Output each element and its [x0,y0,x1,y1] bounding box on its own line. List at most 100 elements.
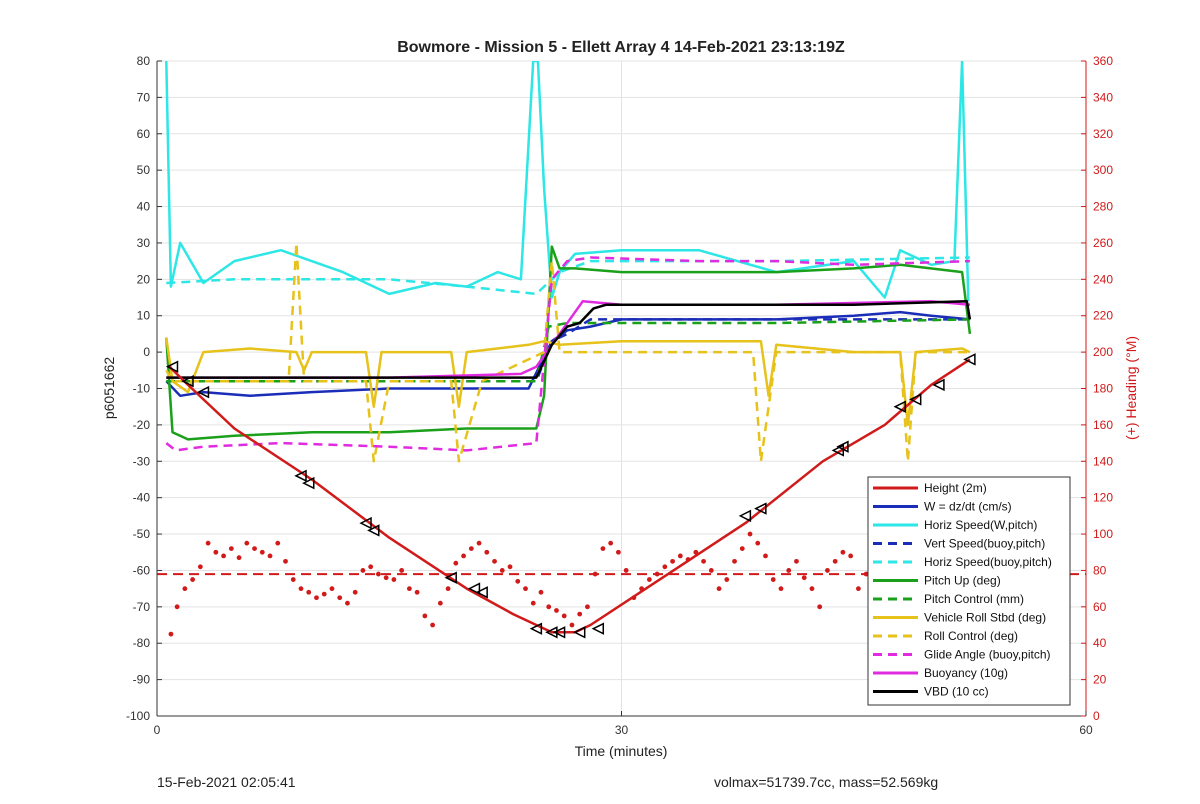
heading-point [809,586,815,592]
axes: -100-90-80-70-60-50-40-30-20-10010203040… [126,54,1113,737]
heading-point [360,568,366,573]
heading-point [213,549,219,555]
y2-tick-label: 120 [1093,491,1113,505]
heading-point [352,589,358,595]
heading-point [329,586,335,592]
heading-point [577,611,583,617]
y-tick-label: 0 [143,345,150,359]
heading-point [484,549,490,555]
heading-point [197,564,203,570]
heading-point [252,546,257,552]
x-tick-label: 0 [154,723,161,737]
y2-tick-label: 240 [1093,272,1113,286]
heading-point [383,575,389,581]
dive-marker [302,476,315,490]
heading-point [538,589,544,595]
dive-marker [294,469,307,483]
heading-point [732,558,737,564]
legend: Height (2m) W = dz/dt (cm/s) Horiz Speed(W… [867,476,1071,706]
dive-marker [467,582,481,595]
heading-point [701,558,706,564]
y-tick-label: 80 [137,54,151,68]
heading-point [314,595,319,601]
heading-point [476,540,482,546]
heading-point [236,555,242,561]
heading-point [592,571,598,577]
heading-point [406,586,412,592]
heading-point [399,568,405,573]
legend-label: Height (2m) [924,481,987,495]
dive-marker [591,622,605,635]
heading-point [492,558,497,564]
heading-point [453,560,459,566]
y-tick-label: 20 [137,272,151,286]
y2-tick-label: 100 [1093,527,1113,541]
heading-point [794,558,799,564]
heading-point [716,586,722,592]
heading-point [786,568,792,573]
dive-marker [181,375,194,388]
y-tick-label: -30 [133,454,151,468]
heading-point [530,600,536,606]
heading-point [414,589,420,595]
y-tick-label: -90 [133,673,151,687]
heading-point [569,622,575,628]
dive-marker [359,516,372,530]
heading-point [391,577,397,582]
y-tick-label: 50 [137,163,151,177]
heading-point [778,586,784,592]
legend-label: VBD (10 cc) [924,685,989,699]
legend-label: Glide Angle (buoy,pitch) [924,648,1051,662]
dive-marker [932,378,945,392]
heading-point [600,546,606,552]
heading-point [298,586,304,592]
dive-marker [367,524,380,537]
heading-point [190,577,196,582]
heading-point [523,586,528,592]
heading-point [283,558,288,564]
heading-point [221,553,226,559]
dive-marker [909,393,922,406]
heading-point [646,577,652,582]
heading-point [515,578,521,584]
dive-marker [836,440,849,453]
heading-point [275,540,281,546]
y2-tick-label: 340 [1093,90,1113,104]
chart-title: Bowmore - Mission 5 - Ellett Array 4 14-… [397,39,845,56]
heading-point [855,586,861,592]
y2-tick-label: 140 [1093,454,1113,468]
heading-point [290,577,296,582]
legend-label: Vert Speed(buoy,pitch) [924,537,1045,551]
heading-point [840,549,846,555]
legend-label: Roll Control (deg) [924,629,1018,643]
y2-tick-label: 160 [1093,418,1113,432]
y2-tick-label: 40 [1093,636,1107,650]
heading-point [499,568,505,573]
heading-point [168,631,174,637]
heading-point [321,591,327,597]
y-axis-label: p6051662 [101,357,117,420]
heading-point [654,571,660,577]
legend-label: W = dz/dt (cm/s) [924,500,1012,514]
y-tick-label: -10 [133,382,151,396]
y-tick-label: 70 [137,90,151,104]
y-tick-label: -40 [133,491,151,505]
x-tick-label: 60 [1079,723,1093,737]
dive-marker [831,444,845,457]
legend-label: Horiz Speed(buoy,pitch) [924,555,1052,569]
legend-label: Pitch Control (mm) [924,592,1024,606]
y-tick-label: 10 [137,309,151,323]
heading-point [616,549,621,555]
heading-point [585,604,590,610]
heading-point [561,613,567,619]
dive-marker [475,586,488,599]
dive-marker [196,385,210,399]
heading-point [832,558,838,564]
legend-label: Horiz Speed(W,pitch) [924,518,1037,532]
y-tick-label: 60 [137,127,151,141]
heading-point [306,589,312,595]
heading-point [244,540,250,546]
legend-label: Pitch Up (deg) [924,574,1001,588]
heading-point [817,604,823,610]
